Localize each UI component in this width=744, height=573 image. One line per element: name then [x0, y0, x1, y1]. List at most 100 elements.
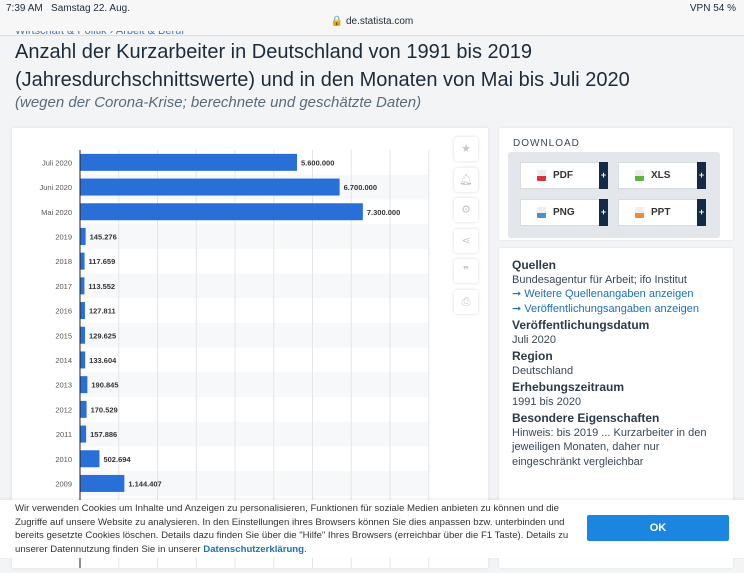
- bar-2016: [80, 302, 85, 320]
- cookie-banner: Wir verwenden Cookies um Inhalte und Anz…: [0, 500, 744, 558]
- pub-date-title: Veröffentlichungsdatum: [512, 318, 650, 332]
- category-label: 2018: [55, 257, 72, 266]
- page-subtitle: (wegen der Corona-Krise; berechnete und …: [15, 94, 422, 111]
- bar-2009: [80, 474, 125, 492]
- bell-icon: 🔔︎: [459, 173, 473, 186]
- category-label: 2013: [55, 381, 72, 390]
- download-png-button[interactable]: PNG +: [520, 199, 608, 226]
- ppt-file-icon: [635, 207, 644, 218]
- row-band: [80, 273, 429, 299]
- bar-2010: [80, 450, 100, 468]
- bar-juni-2020: [80, 178, 340, 196]
- category-label: Juli 2020: [42, 158, 72, 167]
- privacy-link[interactable]: Datenschutzerklärung: [203, 543, 305, 555]
- download-xls-button[interactable]: XLS +: [618, 162, 706, 189]
- download-title: DOWNLOAD: [513, 138, 580, 149]
- row-band: [80, 322, 429, 348]
- value-label: 117.659: [89, 257, 116, 266]
- period: 1991 bis 2020: [512, 395, 582, 408]
- status-time: 7:39 AM Samstag 22. Aug.: [6, 3, 130, 14]
- value-label: 1.144.407: [128, 479, 161, 488]
- value-label: 129.625: [89, 331, 116, 340]
- row-band: [80, 471, 429, 496]
- pdf-file-icon: [537, 170, 546, 181]
- gear-icon: ⚙: [461, 204, 471, 216]
- category-label: Juni 2020: [39, 183, 72, 192]
- page-title: Anzahl der Kurzarbeiter in Deutschland v…: [15, 41, 630, 91]
- value-label: 113.552: [88, 282, 115, 291]
- bar-2018: [80, 252, 85, 270]
- print-button[interactable]: ⎙: [454, 289, 478, 314]
- pub-date: Juli 2020: [512, 333, 557, 346]
- row-band: [80, 372, 429, 397]
- special-title: Besondere Eigenschaften: [512, 411, 660, 425]
- bar-juli-2020: [80, 153, 297, 171]
- share-button[interactable]: ⋖: [454, 228, 478, 253]
- special: Hinweis: bis 2019 ... Kurzarbeiter in de…: [512, 426, 707, 468]
- print-icon: ⎙: [461, 295, 471, 308]
- period-title: Erhebungszeitraum: [512, 380, 625, 394]
- gear-button[interactable]: ⚙: [454, 198, 478, 222]
- png-file-icon: [537, 207, 546, 218]
- download-label: XLS: [651, 170, 671, 181]
- region-title: Region: [512, 349, 553, 363]
- category-label: 2012: [55, 405, 72, 414]
- value-label: 145.276: [90, 232, 117, 241]
- value-label: 5.600.000: [301, 158, 334, 167]
- download-pdf-button[interactable]: PDF +: [520, 162, 608, 189]
- row-band: [80, 421, 429, 447]
- download-panel: DOWNLOAD PDF + XLS + PNG + PPT +: [499, 128, 733, 240]
- breadcrumb[interactable]: Wirtschaft & Politik › Arbeit & Beruf: [15, 31, 184, 36]
- share-icon: ⋖: [461, 234, 471, 247]
- category-label: 2017: [55, 282, 72, 291]
- category-label: 2011: [56, 430, 72, 439]
- status-bar: 7:39 AM Samstag 22. Aug. VPN 54 % 🔒 de.s…: [0, 0, 744, 36]
- value-label: 7.300.000: [367, 208, 400, 217]
- bell-button[interactable]: 🔔︎: [454, 167, 478, 192]
- category-label: 2009: [55, 479, 72, 488]
- plus-icon[interactable]: +: [599, 162, 608, 189]
- cookie-text: Wir verwenden Cookies um Inhalte und Anz…: [15, 503, 569, 555]
- sources: Bundesagentur für Arbeit; ifo Institut: [512, 273, 687, 286]
- bar-2019: [80, 227, 86, 245]
- download-label: PNG: [553, 207, 575, 218]
- bar-2017: [80, 277, 85, 295]
- plus-icon[interactable]: +: [599, 199, 608, 226]
- star-button[interactable]: ★: [454, 137, 478, 161]
- value-label: 157.886: [90, 430, 117, 439]
- star-icon: ★: [461, 143, 471, 155]
- value-label: 127.811: [89, 307, 116, 316]
- quote-icon: ❞: [463, 265, 469, 277]
- publication-link[interactable]: ➞ Veröffentlichungsangaben anzeigen: [512, 302, 699, 315]
- region: Deutschland: [512, 364, 574, 377]
- bar-2015: [80, 326, 86, 344]
- download-ppt-button[interactable]: PPT +: [618, 199, 706, 226]
- bar-2011: [80, 425, 87, 443]
- bar-2014: [80, 351, 86, 369]
- category-label: Mai 2020: [41, 208, 72, 217]
- xls-file-icon: [635, 170, 644, 181]
- ok-button[interactable]: OK: [587, 515, 729, 541]
- more-sources-link[interactable]: ➞ Weitere Quellenangaben anzeigen: [512, 288, 694, 300]
- value-label: 502.694: [103, 455, 131, 464]
- value-label: 170.529: [91, 405, 118, 414]
- category-label: 2015: [55, 331, 72, 340]
- download-label: PPT: [651, 207, 671, 218]
- bar-2013: [80, 376, 88, 394]
- row-band: [80, 224, 429, 249]
- download-label: PDF: [553, 170, 573, 181]
- bar-2012: [80, 400, 87, 418]
- category-label: 2016: [55, 307, 72, 316]
- value-label: 6.700.000: [344, 183, 377, 192]
- value-label: 133.604: [89, 356, 117, 365]
- plus-icon[interactable]: +: [697, 162, 706, 189]
- chart-panel: Juli 2020 5.600.000 Juni 2020 6.700.000 Mai …: [12, 128, 488, 568]
- category-label: 2019: [55, 232, 72, 241]
- sources-title: Quellen: [512, 258, 557, 272]
- plus-icon[interactable]: +: [697, 199, 706, 226]
- url-bar[interactable]: 🔒 de.statista.com: [330, 16, 414, 27]
- category-label: 2010: [55, 455, 72, 464]
- bar-mai-2020: [80, 203, 363, 221]
- status-indicators: VPN 54 %: [689, 3, 736, 14]
- quote-button[interactable]: ❞: [454, 259, 478, 283]
